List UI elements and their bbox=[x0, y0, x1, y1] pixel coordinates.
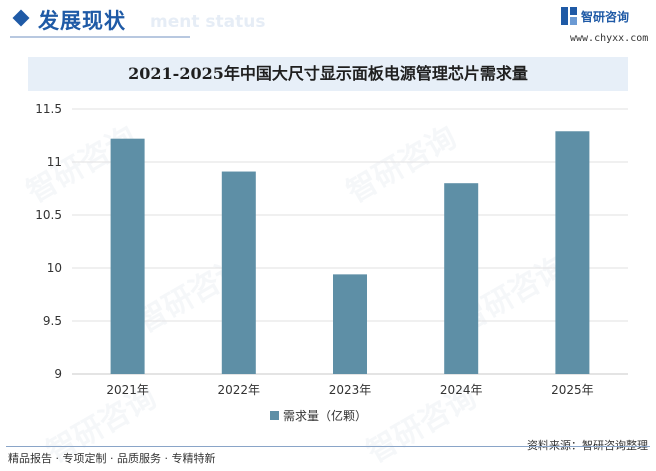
chart-title-band: 2021-2025年中国大尺寸显示面板电源管理芯片需求量 bbox=[28, 57, 628, 91]
legend-label: 需求量（亿颗） bbox=[283, 408, 367, 423]
bar bbox=[555, 131, 590, 374]
legend-swatch bbox=[270, 411, 279, 420]
y-tick-label: 11.5 bbox=[35, 102, 62, 116]
chart-title: 2021-2025年中国大尺寸显示面板电源管理芯片需求量 bbox=[128, 64, 528, 83]
bar bbox=[444, 183, 479, 374]
x-tick-label: 2024年 bbox=[440, 383, 483, 397]
x-tick-label: 2022年 bbox=[218, 383, 261, 397]
logo-name: 智研咨询 bbox=[581, 10, 630, 24]
footer-divider bbox=[6, 446, 650, 447]
footer-tagline: 精品报告 · 专项定制 · 品质服务 · 专精特新 bbox=[8, 452, 216, 465]
section-subtitle-ghost: ment status bbox=[150, 12, 266, 32]
header: 发展现状 ment status 智研咨询 www.chyxx.com bbox=[0, 0, 656, 46]
logo-url: www.chyxx.com bbox=[570, 33, 649, 44]
bar bbox=[221, 171, 256, 374]
y-tick-label: 11 bbox=[47, 155, 62, 169]
header-underline bbox=[10, 36, 190, 38]
x-tick-label: 2023年 bbox=[329, 383, 372, 397]
bar bbox=[333, 274, 367, 374]
section-title: 发展现状 bbox=[38, 9, 126, 33]
y-tick-label: 9 bbox=[54, 367, 62, 381]
x-tick-label: 2025年 bbox=[551, 383, 594, 397]
source-note: 资料来源：智研咨询整理 bbox=[527, 439, 648, 452]
y-tick-label: 10 bbox=[47, 261, 62, 275]
logo-icon bbox=[561, 7, 577, 25]
bar bbox=[110, 138, 145, 374]
y-tick-label: 9.5 bbox=[43, 314, 62, 328]
y-tick-label: 10.5 bbox=[35, 208, 62, 222]
x-tick-label: 2021年 bbox=[106, 383, 149, 397]
